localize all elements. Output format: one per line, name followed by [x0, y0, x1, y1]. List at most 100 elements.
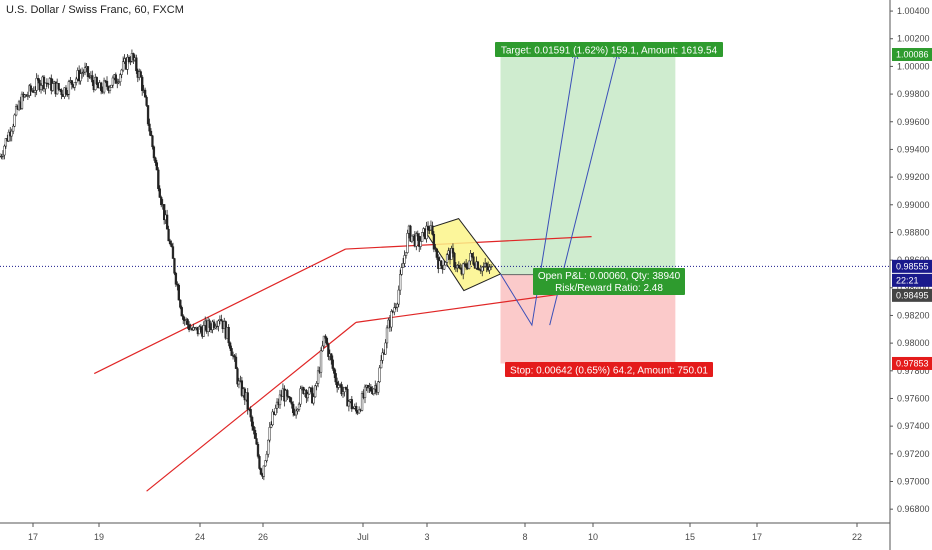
candle — [102, 77, 106, 95]
candle — [95, 76, 98, 85]
candle — [255, 433, 258, 445]
candle — [274, 404, 277, 416]
candle — [176, 281, 179, 291]
candle — [79, 68, 82, 85]
candle — [34, 86, 37, 98]
candle — [384, 339, 387, 355]
pnl-text: Open P&L: 0.00060, Qty: 38940 — [538, 271, 681, 282]
pattern-box[interactable] — [423, 218, 502, 292]
chart-title: U.S. Dollar / Swiss Franc, 60, FXCM — [6, 4, 184, 16]
candle — [234, 353, 238, 369]
candle — [347, 399, 351, 412]
candle — [397, 285, 400, 308]
candle — [99, 81, 103, 95]
candle — [377, 380, 380, 395]
candle — [369, 383, 373, 393]
candle — [344, 386, 348, 390]
candle — [451, 243, 455, 258]
candle — [432, 231, 436, 253]
price-tick-label: 0.97600 — [897, 393, 930, 403]
target-label[interactable]: Target: 0.01591 (1.62%) 159.1, Amount: 1… — [495, 42, 723, 57]
candle — [158, 185, 161, 198]
candle — [340, 381, 343, 397]
candle — [73, 82, 76, 91]
candle — [146, 105, 150, 126]
candle — [287, 395, 290, 399]
candle — [173, 257, 176, 276]
candle — [453, 251, 456, 270]
svg-text:1.00086: 1.00086 — [896, 50, 929, 60]
candle — [83, 62, 87, 76]
candle — [80, 67, 84, 79]
candle — [230, 345, 233, 356]
stop-label[interactable]: Stop: 0.00642 (0.65%) 64.2, Amount: 750.… — [505, 362, 713, 377]
projection-arrow-1[interactable] — [500, 53, 575, 327]
candle — [378, 365, 381, 383]
candle — [482, 262, 485, 271]
candle — [331, 355, 334, 371]
candles — [0, 49, 493, 481]
upper-trend-line[interactable] — [93, 248, 346, 375]
svg-text:0.98495: 0.98495 — [896, 290, 929, 300]
lower-trend-line-ext[interactable] — [355, 289, 587, 323]
candle — [327, 342, 330, 361]
candle — [57, 83, 60, 91]
candle — [20, 91, 24, 110]
lower-trend-line[interactable] — [146, 321, 357, 492]
candle — [132, 52, 135, 64]
time-tick-label: 26 — [258, 532, 268, 542]
candle — [174, 271, 178, 288]
candle — [444, 261, 447, 266]
candle — [299, 385, 302, 408]
candle — [406, 229, 409, 254]
svg-text:0.97853: 0.97853 — [896, 358, 929, 368]
candle — [488, 264, 491, 274]
candle — [145, 95, 148, 107]
price-tick-label: 0.98000 — [897, 338, 930, 348]
price-tick-label: 1.00000 — [897, 61, 930, 71]
candle — [167, 225, 170, 242]
candle — [163, 204, 166, 225]
target-zone[interactable] — [500, 54, 676, 275]
candle — [465, 259, 468, 271]
candle — [0, 153, 3, 160]
candle — [450, 245, 453, 260]
candle — [403, 250, 406, 268]
candle — [264, 460, 267, 467]
candle — [7, 129, 10, 142]
candle — [443, 259, 446, 270]
candle — [253, 427, 257, 439]
candle — [198, 324, 201, 335]
price-tick-label: 0.97000 — [897, 476, 930, 486]
candle — [116, 78, 119, 89]
rr-text: Risk/Reward Ratio: 2.48 — [555, 283, 663, 294]
candle — [290, 397, 293, 409]
candle — [215, 320, 219, 330]
candle — [286, 388, 289, 401]
stop-label-text: Stop: 0.00642 (0.65%) 64.2, Amount: 750.… — [510, 366, 708, 377]
candle — [75, 76, 78, 86]
candle — [467, 260, 471, 270]
candle — [60, 88, 63, 100]
candle — [108, 85, 112, 94]
time-tick-label: Jul — [357, 532, 369, 542]
time-tick-label: 22 — [852, 532, 862, 542]
candle — [165, 209, 169, 230]
target-label-text: Target: 0.01591 (1.62%) 159.1, Amount: 1… — [501, 46, 718, 57]
price-tick-label: 0.99800 — [897, 89, 930, 99]
candle — [363, 384, 367, 404]
candle — [352, 406, 355, 410]
candle — [120, 68, 123, 79]
candle — [333, 367, 336, 379]
candle — [341, 386, 345, 398]
candle — [292, 401, 295, 417]
candle — [141, 74, 144, 96]
pnl-label[interactable]: Open P&L: 0.00060, Qty: 38940Risk/Reward… — [533, 268, 685, 295]
candle — [86, 66, 90, 83]
candle — [259, 467, 263, 476]
candle — [355, 402, 358, 415]
candle — [39, 83, 43, 94]
candle — [58, 88, 62, 93]
svg-text:22:21: 22:21 — [896, 275, 919, 285]
